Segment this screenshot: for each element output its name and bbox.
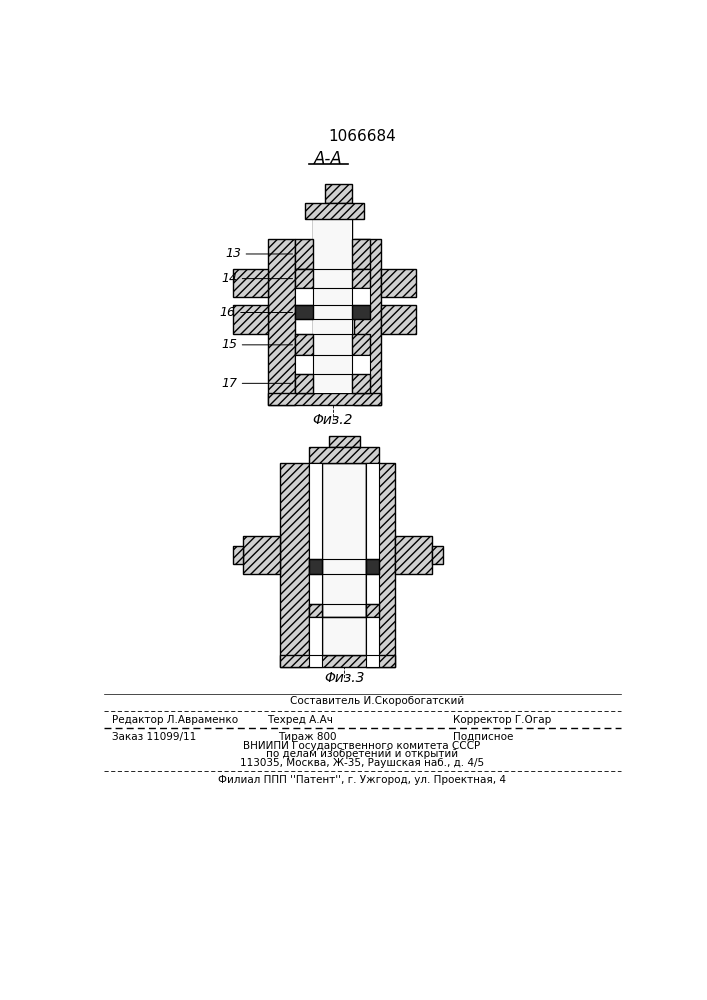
Bar <box>366 617 379 655</box>
Bar <box>352 305 370 319</box>
Bar <box>325 184 352 203</box>
Bar <box>322 463 366 617</box>
Bar <box>296 374 313 393</box>
Text: 15: 15 <box>221 338 237 351</box>
Bar <box>366 463 395 667</box>
Text: Составитель И.Скоробогатский: Составитель И.Скоробогатский <box>290 696 464 706</box>
Text: Подписное: Подписное <box>452 732 513 742</box>
Text: Заказ 11099/11: Заказ 11099/11 <box>112 732 196 742</box>
Bar <box>280 463 309 667</box>
Bar <box>381 269 416 297</box>
Bar <box>309 617 322 655</box>
Bar <box>268 393 381 405</box>
Text: Техред А.Ач: Техред А.Ач <box>267 715 332 725</box>
Bar <box>352 355 370 393</box>
Bar <box>322 617 366 655</box>
Bar <box>313 218 352 393</box>
Bar <box>352 239 370 269</box>
Bar <box>243 536 280 574</box>
Bar <box>366 463 379 667</box>
Text: 13: 13 <box>225 247 241 260</box>
Bar <box>309 604 322 617</box>
Bar <box>395 536 432 574</box>
Bar <box>296 239 313 269</box>
Text: Корректор Г.Огар: Корректор Г.Огар <box>452 715 551 725</box>
Bar <box>233 269 268 297</box>
Bar <box>233 305 268 334</box>
Bar <box>296 355 313 393</box>
Bar <box>313 218 352 393</box>
Bar <box>233 546 243 564</box>
Text: 113035, Москва, Ж-35, Раушская наб., д. 4/5: 113035, Москва, Ж-35, Раушская наб., д. … <box>240 758 484 768</box>
Bar <box>296 334 313 355</box>
Bar <box>268 239 296 405</box>
Text: Φиз.2: Φиз.2 <box>312 413 353 427</box>
Bar <box>309 463 322 667</box>
Bar <box>354 239 381 405</box>
Text: 17: 17 <box>221 377 237 390</box>
Bar <box>381 305 416 334</box>
Bar <box>296 269 313 288</box>
Text: по делам изобретений и открытий: по делам изобретений и открытий <box>266 749 458 759</box>
Text: Тираж 800: Тираж 800 <box>279 732 337 742</box>
Bar <box>352 269 370 288</box>
Text: 14: 14 <box>221 272 237 285</box>
Bar <box>432 546 443 564</box>
Bar <box>329 436 360 447</box>
Text: Φиз.3: Φиз.3 <box>324 671 364 685</box>
Bar <box>296 305 313 319</box>
Bar <box>305 203 363 219</box>
Bar <box>280 655 395 667</box>
Bar <box>352 374 370 393</box>
Text: A-A: A-A <box>314 149 343 167</box>
Bar <box>366 559 379 574</box>
Bar <box>309 447 379 463</box>
Bar <box>296 288 313 305</box>
Text: 16: 16 <box>220 306 235 319</box>
Bar <box>352 288 370 305</box>
Text: ВНИИПИ Государственного комитета СССР: ВНИИПИ Государственного комитета СССР <box>243 741 481 751</box>
Bar <box>366 604 379 617</box>
Bar <box>352 334 370 355</box>
Bar <box>309 559 322 574</box>
Text: Редактор Л.Авраменко: Редактор Л.Авраменко <box>112 715 238 725</box>
Text: Филиал ППП ''Патент'', г. Ужгород, ул. Проектная, 4: Филиал ППП ''Патент'', г. Ужгород, ул. П… <box>218 775 506 785</box>
Text: 1066684: 1066684 <box>328 129 396 144</box>
